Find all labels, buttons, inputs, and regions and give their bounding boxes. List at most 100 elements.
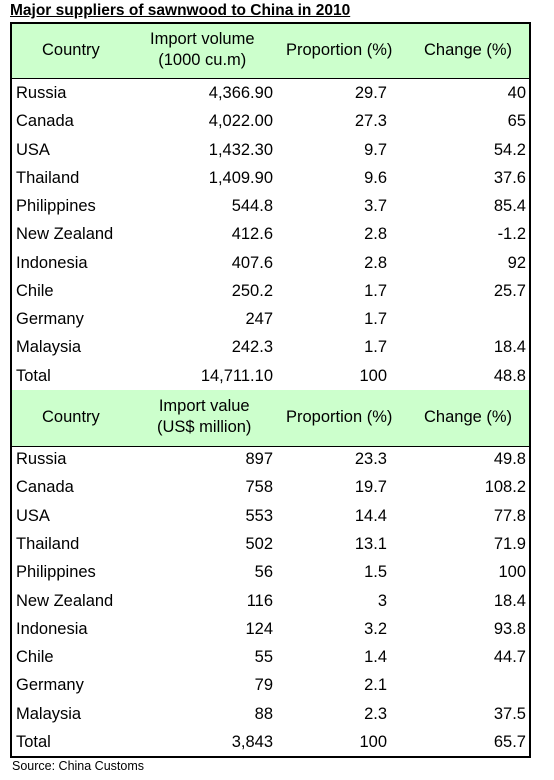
header-import-value: Import value (US$ million) xyxy=(157,396,251,438)
import-cell: 79 xyxy=(254,676,273,695)
country-cell: USA xyxy=(16,506,50,525)
country-cell: Total xyxy=(16,733,51,751)
proportion-cell: 23.3 xyxy=(354,450,387,468)
import-cell: 4,366.90 xyxy=(208,84,273,102)
import-cell: 1,409.90 xyxy=(208,168,273,187)
country-cell: Chile xyxy=(16,281,54,300)
country-cell: USA xyxy=(16,140,50,159)
header-change: Change (%) xyxy=(424,41,513,59)
country-cell: Malaysia xyxy=(16,704,82,723)
table-row: Russia 4,366.90 29.7 40 xyxy=(12,84,529,112)
table-row: Total 3,843 100 65.7 xyxy=(12,733,529,761)
country-cell: Canada xyxy=(16,478,74,497)
table-row: New Zealand 412.6 2.8 -1.2 xyxy=(12,225,529,253)
import-cell: 88 xyxy=(254,704,273,723)
header-change-2: Change (%) xyxy=(424,408,513,426)
proportion-cell: 14.4 xyxy=(354,506,387,525)
table-row: Malaysia 88 2.3 37.5 xyxy=(12,705,529,733)
volume-header-row: Country Import volume (1000 cu.m) Propor… xyxy=(12,24,529,79)
table-row: Chile 250.2 1.7 25.7 xyxy=(12,282,529,310)
country-cell: Russia xyxy=(16,84,67,102)
table-row: Germany 79 2.1 xyxy=(12,676,529,704)
country-cell: Chile xyxy=(16,648,54,667)
proportion-cell: 2.1 xyxy=(364,676,387,695)
change-cell: 40 xyxy=(507,84,526,102)
import-cell: 247 xyxy=(245,310,273,328)
country-cell: Thailand xyxy=(16,168,80,187)
value-header-row: Country Import value (US$ million) Propo… xyxy=(12,390,529,447)
import-cell: 412.6 xyxy=(231,225,273,244)
change-cell: 18.4 xyxy=(493,591,526,610)
change-cell: 37.5 xyxy=(493,704,526,723)
country-cell: Malaysia xyxy=(16,338,82,357)
change-cell: -1.2 xyxy=(497,225,526,244)
import-cell: 897 xyxy=(245,450,273,468)
change-cell: 65 xyxy=(507,112,526,131)
proportion-cell: 1.7 xyxy=(364,281,387,300)
country-cell: Germany xyxy=(16,676,84,695)
table-row: New Zealand 116 3 18.4 xyxy=(12,592,529,620)
proportion-cell: 29.7 xyxy=(354,84,387,102)
change-cell: 100 xyxy=(498,563,526,582)
table-row: Indonesia 124 3.2 93.8 xyxy=(12,620,529,648)
proportion-cell: 1.4 xyxy=(364,648,387,667)
header-proportion: Proportion (%) xyxy=(286,41,393,59)
table-row: Germany 247 1.7 xyxy=(12,310,529,338)
import-cell: 3,843 xyxy=(231,733,273,751)
table-row: Russia 897 23.3 49.8 xyxy=(12,450,529,478)
change-cell: 18.4 xyxy=(493,338,526,357)
change-cell: 48.8 xyxy=(493,366,526,385)
import-cell: 502 xyxy=(245,534,273,553)
change-cell: 77.8 xyxy=(493,506,526,525)
proportion-cell: 3.2 xyxy=(364,619,387,638)
country-cell: Philippines xyxy=(16,197,96,215)
header-import-value-line2: (US$ million) xyxy=(157,418,252,436)
header-country: Country xyxy=(42,41,100,59)
change-cell: 44.7 xyxy=(493,648,526,667)
table-row: Thailand 1,409.90 9.6 37.6 xyxy=(12,169,529,197)
country-cell: Philippines xyxy=(16,563,96,582)
table-row: Philippines 544.8 3.7 85.4 xyxy=(12,197,529,225)
import-cell: 124 xyxy=(245,619,273,638)
proportion-cell: 100 xyxy=(359,733,387,751)
proportion-cell: 9.7 xyxy=(364,140,387,159)
header-import-value-line1: Import value xyxy=(158,397,250,415)
change-cell: 37.6 xyxy=(493,168,526,187)
header-import-volume-line1: Import volume xyxy=(150,30,255,48)
import-cell: 544.8 xyxy=(231,197,273,215)
proportion-cell: 9.6 xyxy=(364,168,387,187)
import-cell: 14,711.10 xyxy=(200,366,273,385)
change-cell: 65.7 xyxy=(493,733,526,751)
country-cell: Indonesia xyxy=(16,619,88,638)
import-cell: 1,432.30 xyxy=(208,140,273,159)
country-cell: Canada xyxy=(16,112,74,131)
table-row: USA 553 14.4 77.8 xyxy=(12,507,529,535)
header-import-volume-line2: (1000 cu.m) xyxy=(158,51,247,69)
country-cell: New Zealand xyxy=(16,225,114,244)
table-row: Thailand 502 13.1 71.9 xyxy=(12,535,529,563)
proportion-cell: 2.8 xyxy=(364,253,387,272)
import-cell: 758 xyxy=(245,478,273,497)
import-cell: 250.2 xyxy=(231,281,273,300)
proportion-cell: 1.7 xyxy=(364,338,387,357)
sawnwood-table: Country Import volume (1000 cu.m) Propor… xyxy=(10,22,531,758)
import-cell: 242.3 xyxy=(231,338,273,357)
change-cell: 93.8 xyxy=(493,619,526,638)
proportion-cell: 2.3 xyxy=(364,704,387,723)
country-cell: New Zealand xyxy=(16,591,114,610)
import-cell: 553 xyxy=(245,506,273,525)
country-cell: Total xyxy=(16,366,51,385)
import-cell: 56 xyxy=(254,563,273,582)
proportion-cell: 2.8 xyxy=(364,225,387,244)
table-row: Malaysia 242.3 1.7 18.4 xyxy=(12,338,529,366)
header-proportion-2: Proportion (%) xyxy=(286,408,393,426)
country-cell: Indonesia xyxy=(16,253,88,272)
proportion-cell: 100 xyxy=(359,366,387,385)
table-row: Canada 4,022.00 27.3 65 xyxy=(12,112,529,140)
table-row: Total 14,711.10 100 48.8 xyxy=(12,367,529,395)
proportion-cell: 27.3 xyxy=(354,112,387,131)
proportion-cell: 1.5 xyxy=(364,563,387,582)
change-cell: 49.8 xyxy=(493,450,526,468)
table-row: USA 1,432.30 9.7 54.2 xyxy=(12,141,529,169)
header-import-volume: Import volume (1000 cu.m) xyxy=(150,29,255,71)
